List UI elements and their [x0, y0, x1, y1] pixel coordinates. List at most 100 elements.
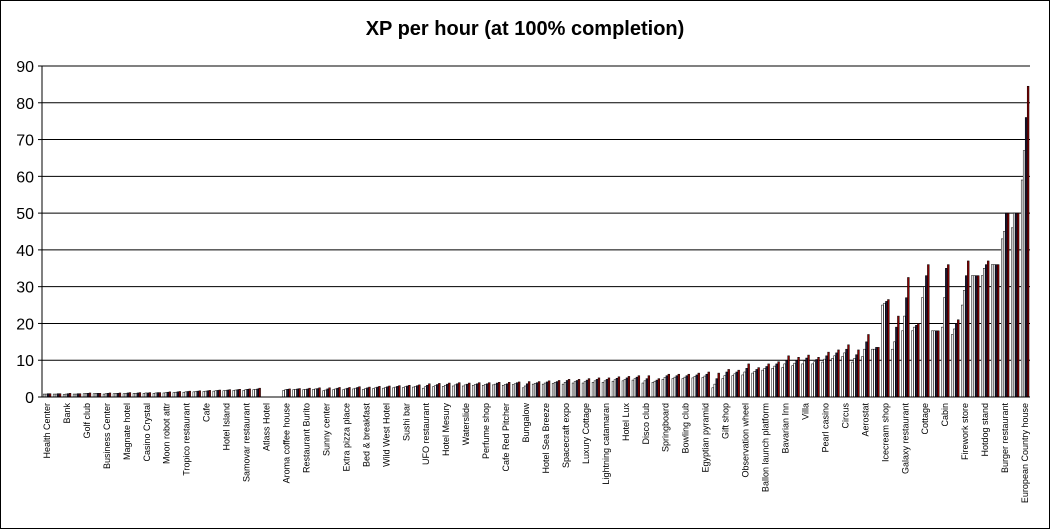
bar	[925, 275, 928, 398]
bar	[86, 393, 90, 398]
x-tick-label: Waterslide	[461, 403, 471, 445]
bar	[446, 383, 449, 398]
bar	[368, 386, 371, 398]
bar	[643, 380, 647, 398]
bar	[216, 390, 219, 398]
bar	[923, 286, 926, 398]
bar	[1003, 231, 1006, 398]
bar	[382, 387, 385, 398]
bar	[933, 330, 936, 398]
gridlines	[38, 65, 1030, 398]
bar	[661, 379, 665, 398]
bar	[492, 384, 495, 398]
bar	[905, 297, 908, 398]
bar	[448, 382, 451, 398]
bar	[158, 392, 162, 398]
bar	[715, 378, 718, 398]
bar	[717, 372, 720, 398]
bar	[917, 323, 920, 398]
bar	[961, 304, 964, 398]
x-tick-label: Tropico restaurant	[182, 403, 192, 476]
x-tick-label: Extra pizza place	[341, 403, 351, 472]
bar	[885, 301, 888, 398]
bar	[352, 388, 355, 398]
bar	[533, 383, 537, 398]
bar	[907, 277, 910, 398]
bar	[236, 389, 239, 398]
x-tick-label: Cabin	[940, 403, 950, 427]
bar	[498, 382, 501, 398]
bar	[987, 260, 990, 398]
x-tick-label: Hotel Mesury	[441, 403, 451, 457]
bar	[472, 384, 475, 398]
bar	[697, 372, 700, 398]
y-tick-label: 60	[16, 169, 34, 186]
bar	[146, 392, 150, 398]
bar	[152, 393, 156, 398]
bar	[294, 389, 297, 398]
bar	[817, 357, 820, 398]
bar	[178, 391, 181, 398]
bar	[791, 365, 794, 398]
bar	[587, 378, 591, 398]
bar	[965, 275, 968, 398]
bar	[314, 388, 317, 398]
bar	[795, 359, 798, 398]
bar	[971, 275, 974, 398]
bar	[993, 264, 996, 398]
bar	[973, 275, 976, 398]
bar	[635, 376, 639, 398]
bar	[835, 352, 838, 398]
bar	[296, 388, 299, 398]
bar	[823, 358, 826, 398]
bar	[547, 380, 551, 398]
x-tick-label: European Country house	[1020, 403, 1030, 503]
bar	[232, 390, 235, 398]
bar	[607, 377, 611, 398]
bar	[645, 378, 649, 398]
bar	[288, 388, 291, 398]
bar	[324, 389, 327, 398]
bar	[432, 386, 435, 398]
x-tick-label: Ballon launch platform	[761, 403, 771, 492]
x-tick-label: Restaurant Burito	[302, 403, 312, 473]
bar	[561, 383, 565, 398]
bar	[513, 383, 517, 398]
bar	[895, 326, 898, 398]
bar	[921, 297, 924, 398]
bar	[663, 377, 666, 398]
bar	[194, 391, 197, 398]
x-tick-label: Villa	[801, 403, 811, 420]
bar	[797, 357, 800, 398]
bar	[422, 387, 425, 398]
bar	[418, 384, 421, 398]
bar	[893, 341, 896, 398]
bar	[462, 385, 465, 398]
bar	[845, 348, 848, 398]
bar	[707, 371, 710, 398]
bar	[1012, 212, 1016, 398]
bar	[68, 393, 72, 398]
x-tick-label: Egyptian pyramid	[701, 403, 711, 473]
bar	[374, 387, 377, 398]
y-tick-label: 50	[16, 206, 34, 223]
bar	[815, 359, 818, 398]
bar	[142, 393, 146, 398]
bar	[1016, 212, 1020, 398]
bar	[144, 392, 148, 398]
x-tick-label: Icecream shop	[880, 403, 890, 462]
bar	[785, 359, 788, 398]
bar	[372, 388, 375, 398]
bar	[234, 389, 237, 398]
bar	[116, 393, 120, 398]
bar	[196, 390, 199, 398]
bar	[388, 385, 391, 398]
bar	[531, 383, 535, 398]
x-tick-label: Lightning catamaran	[601, 403, 611, 485]
bar	[623, 379, 627, 398]
x-tick-label: Samovar restaurant	[242, 403, 252, 483]
bar	[508, 382, 511, 398]
bar	[647, 375, 651, 398]
bar	[637, 375, 641, 398]
bar	[442, 386, 445, 398]
